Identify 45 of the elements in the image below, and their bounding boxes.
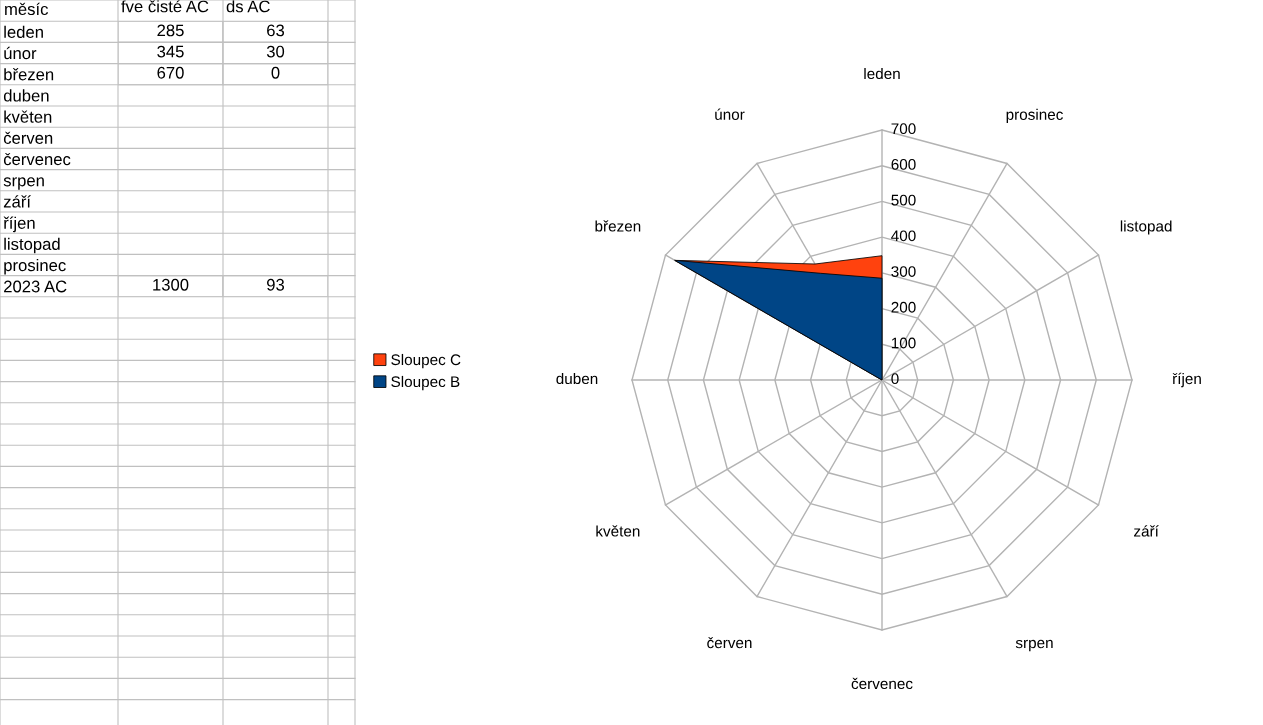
- spoke-label: březen: [595, 220, 641, 232]
- y-tick-label: 200: [891, 301, 916, 313]
- y-tick-label: 2023 AC: [4, 280, 67, 293]
- data-label: 345: [157, 45, 184, 58]
- spoke-label: září: [1134, 525, 1159, 537]
- y-tick-label: srpen: [3, 177, 44, 190]
- data-label: 63: [267, 24, 285, 37]
- data-label: 1300: [153, 278, 189, 291]
- data-label: 0: [271, 66, 280, 79]
- y-tick-label: leden: [4, 25, 43, 38]
- x-tick-label: ds AC: [226, 0, 270, 13]
- y-tick-label: červen: [3, 131, 53, 144]
- spoke-label: červen: [707, 636, 752, 649]
- data-label: 93: [267, 278, 285, 291]
- spoke-label: říjen: [1172, 372, 1201, 388]
- y-tick-label: 600: [891, 159, 916, 170]
- spoke-label: únor: [715, 108, 745, 120]
- y-tick-label: 100: [891, 337, 916, 349]
- y-tick-label: 500: [891, 194, 916, 206]
- legend-label: Sloupec B: [391, 375, 460, 391]
- y-tick-label: 400: [891, 230, 916, 242]
- spoke-label: leden: [864, 67, 900, 80]
- spoke-label: prosinec: [1006, 108, 1063, 123]
- y-tick-label: květen: [4, 110, 52, 123]
- y-tick-label: únor: [4, 46, 37, 60]
- spoke-label: listopad: [1120, 220, 1172, 235]
- y-axis-title: měsíc: [5, 2, 49, 16]
- y-tick-label: 300: [891, 266, 916, 277]
- y-tick-label: 0: [891, 373, 899, 385]
- y-tick-label: říjen: [3, 216, 35, 233]
- spoke-label: srpen: [1015, 639, 1053, 652]
- y-tick-label: prosinec: [4, 258, 66, 275]
- data-label: 30: [266, 45, 285, 58]
- y-tick-label: březen: [4, 68, 54, 81]
- y-tick-label: duben: [3, 89, 49, 102]
- y-tick-label: září: [3, 195, 31, 208]
- data-label: 670: [157, 66, 184, 79]
- y-tick-label: 700: [891, 123, 916, 135]
- spoke-label: květen: [596, 525, 640, 537]
- spoke-label: duben: [556, 372, 598, 385]
- y-tick-label: červenec: [3, 152, 71, 166]
- y-tick-label: listopad: [4, 237, 60, 254]
- legend-label: Sloupec C: [391, 353, 461, 369]
- data-label: 285: [157, 24, 184, 37]
- x-tick-label: fve čisté AC: [121, 0, 209, 13]
